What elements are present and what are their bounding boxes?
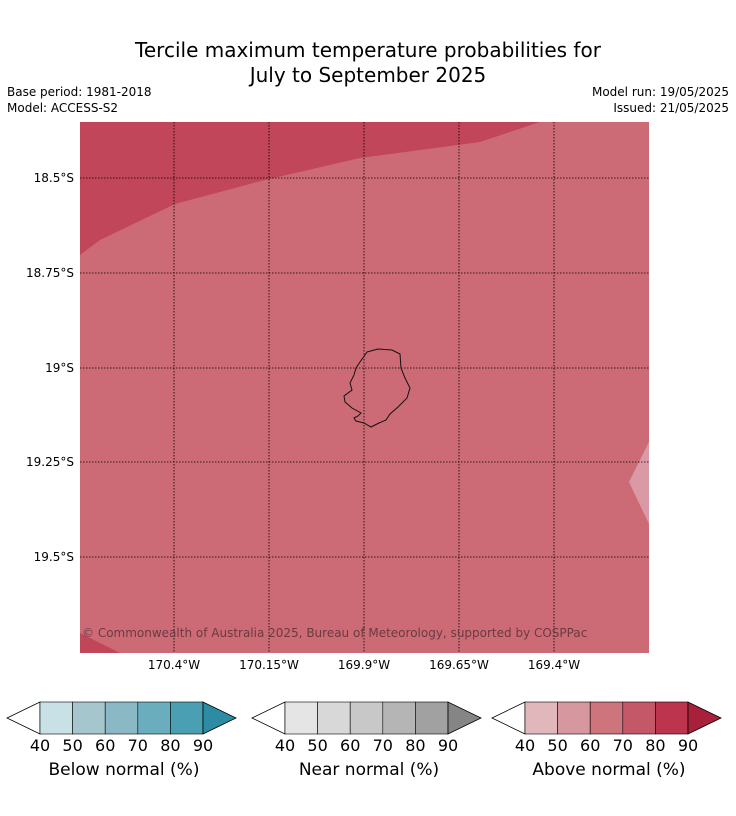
- base-period: Base period: 1981-2018: [7, 85, 152, 99]
- colorbar-tick-label: 70: [372, 736, 393, 755]
- colorbar-segment: [284, 701, 318, 735]
- high-probability-region-south: [80, 633, 120, 653]
- map-area: [80, 122, 649, 653]
- colorbar-above-normal-label: Above normal (%): [532, 760, 686, 780]
- colorbar-segment: [349, 701, 384, 735]
- latitude-label: 18.5°S: [34, 171, 74, 185]
- colorbar-over-arrow: [202, 701, 237, 735]
- colorbar-over-arrow: [447, 701, 482, 735]
- colorbar-segment: [655, 701, 689, 735]
- colorbar-tick-label: 70: [612, 736, 633, 755]
- latitude-labels: 18.5°S 18.75°S 19°S 19.25°S 19.5°S: [26, 171, 74, 564]
- high-probability-region: [80, 122, 540, 255]
- colorbar-under-arrow: [491, 701, 526, 735]
- colorbar-segment: [382, 701, 416, 735]
- gridlines: [80, 122, 649, 653]
- colorbar-tick-label: 60: [95, 736, 116, 755]
- colorbar-under-arrow: [6, 701, 41, 735]
- colorbar-tick-label: 80: [405, 736, 426, 755]
- colorbar-tick-label: 50: [62, 736, 83, 755]
- meta-left: Base period: 1981-2018 Model: ACCESS-S2: [7, 84, 152, 116]
- colorbar-tick-label: 50: [307, 736, 328, 755]
- colorbar-segment: [524, 701, 558, 735]
- colorbar-segment: [415, 701, 449, 735]
- colorbar-segment: [72, 701, 106, 735]
- longitude-label: 170.15°W: [239, 658, 299, 672]
- colorbar-tick-label: 90: [192, 736, 214, 755]
- longitude-label: 169.65°W: [429, 658, 489, 672]
- colorbar-tick-label: 90: [437, 736, 459, 755]
- meta-right: Model run: 19/05/2025 Issued: 21/05/2025: [592, 84, 729, 116]
- colorbar-near-normal: 40 50 60 70 80 90 Near normal (%): [249, 700, 489, 790]
- model-name: Model: ACCESS-S2: [7, 101, 119, 115]
- colorbar-near-normal-scale: [251, 701, 482, 735]
- longitude-label: 170.4°W: [148, 658, 200, 672]
- latitude-label: 19.5°S: [34, 550, 74, 564]
- map: © Commonwealth of Australia 2025, Bureau…: [26, 122, 649, 672]
- latitude-label: 19.25°S: [26, 455, 74, 469]
- colorbar-below-normal: 40 50 60 70 80 90 Below normal (%): [4, 700, 244, 790]
- colorbar-segment: [317, 701, 351, 735]
- latitude-label: 18.75°S: [26, 266, 74, 280]
- colorbar-under-arrow: [251, 701, 286, 735]
- colorbar-near-normal-label: Near normal (%): [298, 760, 440, 780]
- lower-probability-region: [629, 442, 649, 524]
- colorbar-over-arrow: [687, 701, 722, 735]
- colorbar-above-normal: 40 50 60 70 80 90 Above normal (%): [489, 700, 729, 790]
- colorbar-above-normal-scale: [491, 701, 722, 735]
- colorbar-tick-label: 70: [127, 736, 148, 755]
- longitude-label: 169.4°W: [528, 658, 580, 672]
- longitude-labels: 170.4°W 170.15°W 169.9°W 169.65°W 169.4°W: [148, 658, 580, 672]
- colorbar-tick-label: 60: [340, 736, 361, 755]
- title-line-1: Tercile maximum temperature probabilitie…: [135, 38, 601, 62]
- colorbar-tick-label: 40: [274, 736, 296, 755]
- colorbar-segment: [39, 701, 73, 735]
- title-line-2: July to September 2025: [249, 63, 487, 87]
- longitude-label: 169.9°W: [338, 658, 390, 672]
- chart-title: Tercile maximum temperature probabilitie…: [0, 38, 736, 88]
- issued-date: Issued: 21/05/2025: [613, 101, 729, 115]
- colorbar-segment: [622, 701, 656, 735]
- colorbar-segment: [137, 701, 171, 735]
- colorbar-tick-label: 80: [645, 736, 666, 755]
- colorbar-tick-label: 80: [160, 736, 181, 755]
- island-coastline: [343, 348, 411, 428]
- colorbar-segment: [170, 701, 204, 735]
- copyright-notice: © Commonwealth of Australia 2025, Bureau…: [82, 626, 587, 640]
- colorbar-below-normal-scale: [6, 701, 237, 735]
- colorbar-tick-label: 60: [580, 736, 601, 755]
- model-run: Model run: 19/05/2025: [591, 85, 729, 99]
- colorbar-segment: [589, 701, 624, 735]
- colorbar-segment: [104, 701, 139, 735]
- colorbar-segment: [557, 701, 591, 735]
- colorbar-tick-label: 90: [677, 736, 699, 755]
- colorbar-tick-label: 40: [29, 736, 51, 755]
- colorbar-tick-label: 40: [514, 736, 536, 755]
- latitude-label: 19°S: [45, 361, 74, 375]
- colorbar-tick-label: 50: [547, 736, 568, 755]
- colorbar-below-normal-label: Below normal (%): [48, 760, 200, 780]
